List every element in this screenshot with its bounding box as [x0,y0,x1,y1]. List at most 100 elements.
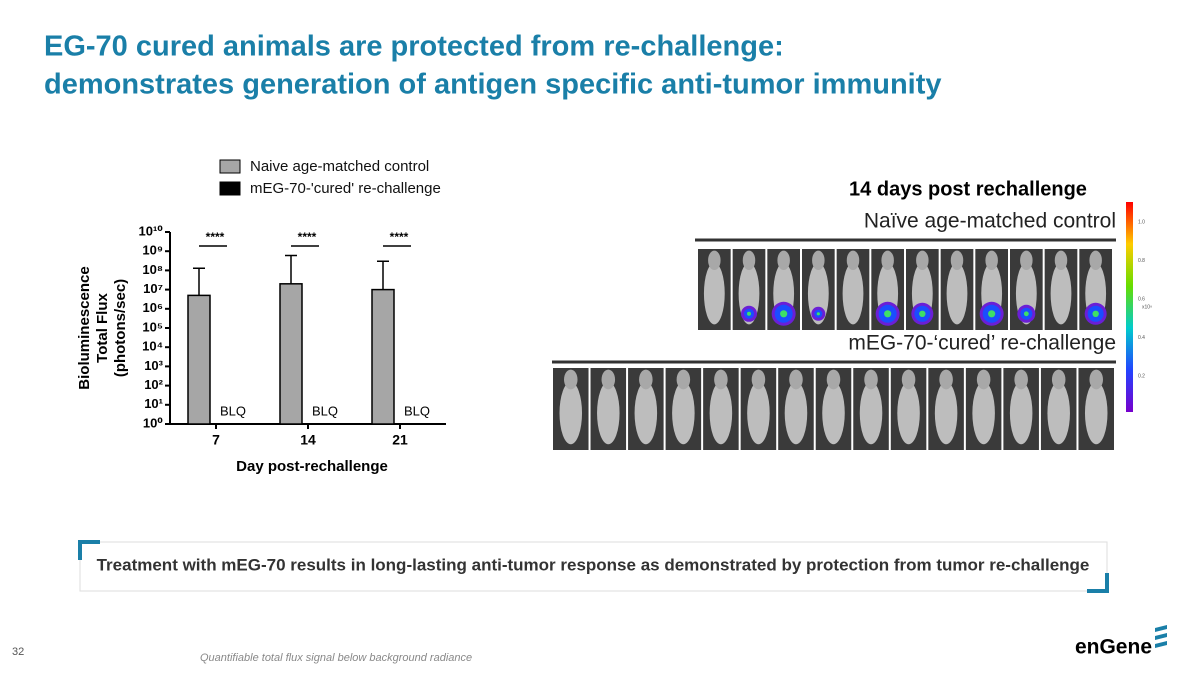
mouse-head [1051,369,1066,390]
x-tick-label: 7 [212,432,220,448]
mouse-head [985,250,998,271]
mouse-head [1089,250,1102,271]
mouse-head [881,250,894,271]
logo-mark [1155,625,1167,648]
y-tick-label: 10⁹ [142,243,163,258]
mouse-head [639,369,653,390]
mouse-head [812,250,825,271]
signal [747,311,751,316]
signal [919,310,926,317]
mouse-head [1089,369,1103,390]
mouse-head [564,369,578,390]
mouse-body [1009,381,1033,445]
mouse-head [1054,250,1068,271]
signal [884,310,892,318]
mouse-body [897,381,920,445]
signal [780,310,788,318]
mouse-head [846,250,860,271]
bracket [78,540,100,560]
mouse-body [842,262,864,325]
mouse-head [901,369,916,390]
colorbar-tick-label: 0.6 [1138,296,1145,302]
bracket [1087,573,1109,593]
x-axis-label: Day post-rechallenge [236,458,388,475]
mouse-body [1084,381,1108,445]
y-tick-label: 10⁶ [143,300,163,315]
footnote: Quantifiable total flux signal below bac… [200,652,472,664]
x-tick-label: 14 [300,432,316,448]
mouse-head [751,369,766,390]
mouse-body [1047,381,1070,445]
colorbar [1126,202,1133,412]
mouse-head [1020,250,1033,271]
colorbar-unit: x10⁹ [1142,304,1152,310]
y-tick-label: 10³ [144,358,163,373]
mouse-head [916,250,929,271]
y-tick-label: 10⁷ [143,281,163,296]
legend-label: mEG-70-'cured' re-challenge [250,180,441,197]
significance: **** [206,230,225,244]
mouse-head [1014,369,1028,390]
mouse-head [601,369,616,390]
value-label: BLQ [404,403,430,418]
mouse-body [946,262,968,325]
mouse-head [950,250,964,271]
error-bar [285,254,297,284]
imaging-label: mEG-70-‘cured’ re-challenge [848,332,1116,355]
mouse-body [859,381,883,445]
mouse-head [708,250,721,271]
mouse-body [784,381,808,445]
mouse-body [972,381,995,445]
mouse-head [976,369,991,390]
legend-swatch [219,181,241,196]
mouse-body [1050,262,1072,325]
colorbar-tick-label: 0.2 [1138,373,1145,379]
value-label: BLQ [312,403,338,418]
bar [187,294,211,425]
mouse-body [934,381,958,445]
y-tick-label: 10¹ [144,396,163,411]
significance: **** [298,230,317,244]
slide-title: demonstrates generation of antigen speci… [44,69,942,101]
y-tick-label: 10⁰ [143,415,163,430]
mouse-body [672,381,695,445]
bar [279,283,303,425]
mouse-body [747,381,770,445]
imaging-title: 14 days post rechallenge [849,178,1087,200]
mouse-head [826,369,841,390]
callout-box [79,541,1108,592]
y-axis-label: Bioluminescence [76,266,93,389]
mouse-body [822,381,845,445]
mouse-head [939,369,953,390]
y-tick-label: 10² [144,377,163,392]
mouse-head [742,250,756,271]
signal [816,312,820,316]
value-label: BLQ [220,403,246,418]
error-bar [377,260,389,290]
bar [371,288,395,425]
signal [1023,311,1029,317]
mouse-body [597,381,620,445]
signal [1092,310,1099,317]
mouse-body [559,381,583,445]
legend-label: Naive age-matched control [250,158,429,175]
mouse-head [864,369,878,390]
y-tick-label: 10⁵ [142,319,163,334]
y-axis-label: Total Flux [94,292,111,362]
y-tick-label: 10⁸ [142,262,163,277]
mouse-head [789,369,803,390]
logo: enGene [1075,636,1152,659]
mouse-head [777,250,790,271]
mouse-head [676,369,691,390]
colorbar-tick-label: 0.8 [1138,258,1145,264]
mouse-body [703,262,725,325]
y-axis-label: (photons/sec) [112,279,129,377]
imaging-label: Naïve age-matched control [864,210,1116,233]
error-bar [193,267,205,296]
signal [988,310,996,318]
y-tick-label: 10⁴ [142,339,163,354]
page-number: 32 [12,646,24,658]
colorbar-tick-label: 0.4 [1138,335,1145,341]
mouse-body [807,262,829,325]
